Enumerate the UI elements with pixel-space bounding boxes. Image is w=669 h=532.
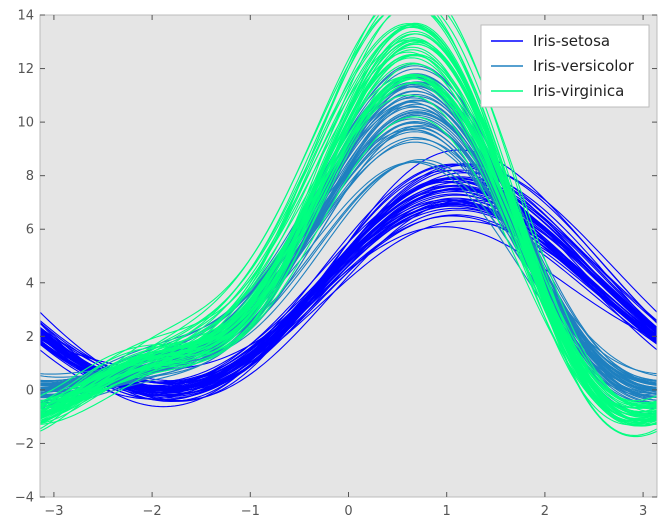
legend-label-iris-versicolor: Iris-versicolor	[533, 57, 635, 75]
x-tick-label: 0	[344, 504, 352, 519]
curve-iris-virginica-46	[40, 73, 657, 409]
curve-iris-setosa-44	[40, 169, 657, 401]
curve-iris-setosa-40	[40, 188, 657, 392]
y-tick-label: 10	[17, 116, 34, 131]
curve-iris-virginica-42	[40, 78, 657, 420]
y-tick-label: −2	[15, 437, 34, 452]
curves-layer	[40, 15, 657, 438]
x-tick-label: 2	[541, 504, 549, 519]
y-tick-label: 6	[26, 223, 34, 238]
y-tick-label: 4	[26, 276, 34, 291]
y-tick-label: −4	[15, 491, 34, 506]
y-tick-label: 8	[26, 169, 34, 184]
curve-iris-virginica-31	[40, 15, 657, 413]
x-tick-label: 3	[639, 504, 647, 519]
curve-iris-setosa-43	[40, 178, 657, 391]
legend: Iris-setosa Iris-versicolor Iris-virginica	[480, 24, 650, 108]
curve-iris-setosa-46	[40, 178, 657, 401]
curve-iris-virginica-49	[40, 73, 657, 417]
y-tick-label: 12	[17, 62, 34, 77]
y-tick-label: 14	[17, 9, 34, 24]
series-iris-setosa	[40, 149, 657, 408]
legend-label-iris-virginica: Iris-virginica	[533, 82, 624, 100]
curve-iris-virginica-29	[40, 39, 657, 410]
x-tick-label: −1	[241, 504, 260, 519]
x-tick-label: −3	[44, 504, 63, 519]
y-tick-label: 2	[26, 330, 34, 345]
x-tick-label: −2	[143, 504, 162, 519]
curve-iris-virginica-44	[40, 22, 657, 422]
curve-iris-setosa-48	[40, 178, 657, 394]
x-tick-label: 1	[443, 504, 451, 519]
y-tick-label: 0	[26, 383, 34, 398]
curve-iris-setosa-22	[40, 199, 657, 402]
curve-iris-setosa-42	[40, 209, 657, 397]
curve-iris-setosa-49	[40, 194, 657, 389]
curve-iris-virginica-45	[40, 43, 657, 409]
series-iris-virginica	[40, 15, 657, 438]
legend-label-iris-setosa: Iris-setosa	[533, 32, 610, 50]
